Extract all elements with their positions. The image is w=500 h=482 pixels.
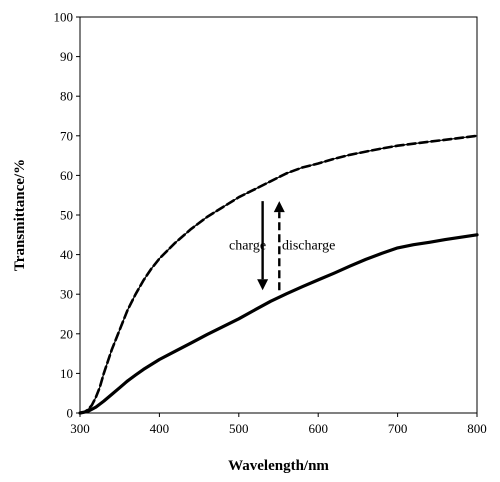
x-tick-label: 500	[229, 421, 249, 436]
y-tick-label: 100	[54, 10, 74, 25]
series-line-thick-solid	[78, 233, 479, 415]
y-axis-title: Transmittance/%	[12, 159, 28, 271]
y-tick-label: 60	[60, 168, 73, 183]
arrow-discharge-head	[273, 201, 285, 213]
arrow-charge-head	[257, 279, 269, 291]
y-tick-label: 30	[60, 287, 73, 302]
y-tick-label: 10	[60, 366, 73, 381]
y-tick-label: 0	[67, 406, 74, 421]
y-tick-label: 50	[60, 208, 73, 223]
y-tick-label: 40	[60, 247, 73, 262]
y-tick-label: 90	[60, 49, 73, 64]
x-tick-label: 300	[70, 421, 90, 436]
series-line-dashed	[78, 134, 479, 415]
x-tick-label: 700	[388, 421, 408, 436]
arrow-layer	[257, 201, 285, 291]
y-tick-label: 20	[60, 326, 73, 341]
y-tick-label: 80	[60, 89, 73, 104]
x-axis-title: Wavelength/nm	[228, 458, 329, 474]
y-axis-ticks: 0 10 20 30 40 50 60 70 80 90 100	[54, 10, 80, 421]
x-tick-label: 400	[150, 421, 170, 436]
annotation-layer: charge discharge	[229, 239, 335, 254]
x-axis-ticks: 300 400 500 600 700 800	[70, 413, 487, 436]
y-tick-label: 70	[60, 128, 73, 143]
series-layer	[78, 134, 479, 415]
annotation-charge: charge	[229, 239, 266, 254]
x-tick-label: 800	[467, 421, 487, 436]
annotation-discharge: discharge	[282, 239, 335, 254]
x-tick-label: 600	[308, 421, 328, 436]
